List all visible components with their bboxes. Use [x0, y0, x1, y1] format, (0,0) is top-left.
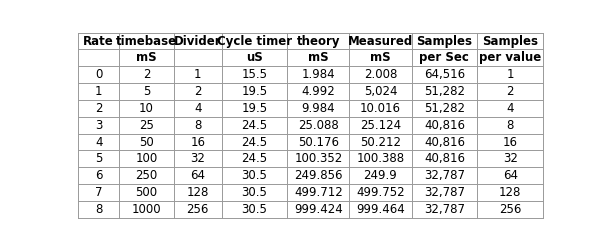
Text: 32,787: 32,787	[424, 203, 465, 216]
Text: 100.388: 100.388	[356, 153, 405, 165]
Text: uS: uS	[246, 51, 263, 64]
Text: 256: 256	[187, 203, 209, 216]
Text: 999.424: 999.424	[294, 203, 343, 216]
Text: 16: 16	[502, 136, 518, 149]
Text: 249.856: 249.856	[294, 169, 342, 182]
Text: 999.464: 999.464	[356, 203, 405, 216]
Text: per value: per value	[479, 51, 541, 64]
Text: 3: 3	[95, 119, 102, 132]
Text: 50.212: 50.212	[360, 136, 401, 149]
Text: 2: 2	[507, 85, 514, 98]
Text: 51,282: 51,282	[424, 102, 465, 115]
Text: theory: theory	[296, 34, 340, 48]
Text: 2: 2	[95, 102, 102, 115]
Text: 40,816: 40,816	[424, 153, 465, 165]
Text: 64: 64	[502, 169, 518, 182]
Text: 0: 0	[95, 68, 102, 81]
Text: 30.5: 30.5	[241, 186, 267, 199]
Text: 40,816: 40,816	[424, 119, 465, 132]
Text: 50: 50	[139, 136, 154, 149]
Text: 64,516: 64,516	[424, 68, 465, 81]
Text: 10: 10	[139, 102, 154, 115]
Text: 1000: 1000	[132, 203, 161, 216]
Text: 64: 64	[190, 169, 205, 182]
Text: 1: 1	[95, 85, 102, 98]
Text: 25.088: 25.088	[298, 119, 339, 132]
Text: 5,024: 5,024	[364, 85, 397, 98]
Text: 250: 250	[136, 169, 158, 182]
Text: Samples: Samples	[416, 34, 473, 48]
Text: 24.5: 24.5	[241, 153, 267, 165]
Text: 128: 128	[187, 186, 209, 199]
Text: 256: 256	[499, 203, 521, 216]
Text: Cycle timer: Cycle timer	[217, 34, 292, 48]
Text: 4: 4	[95, 136, 102, 149]
Text: 2.008: 2.008	[364, 68, 397, 81]
Text: 5: 5	[95, 153, 102, 165]
Text: 500: 500	[136, 186, 158, 199]
Text: 8: 8	[194, 119, 201, 132]
Text: 30.5: 30.5	[241, 169, 267, 182]
Text: timebase: timebase	[116, 34, 177, 48]
Text: Rate: Rate	[83, 34, 114, 48]
Text: 2: 2	[143, 68, 150, 81]
Text: 249.9: 249.9	[364, 169, 398, 182]
Text: 32,787: 32,787	[424, 186, 465, 199]
Text: 51,282: 51,282	[424, 85, 465, 98]
Text: 9.984: 9.984	[302, 102, 335, 115]
Text: Samples: Samples	[482, 34, 538, 48]
Text: 25: 25	[139, 119, 154, 132]
Text: mS: mS	[136, 51, 157, 64]
Text: 16: 16	[190, 136, 205, 149]
Text: 7: 7	[95, 186, 102, 199]
Text: 2: 2	[194, 85, 202, 98]
Text: 19.5: 19.5	[241, 85, 267, 98]
Text: 499.752: 499.752	[356, 186, 405, 199]
Text: 15.5: 15.5	[241, 68, 267, 81]
Text: 100.352: 100.352	[295, 153, 342, 165]
Text: 24.5: 24.5	[241, 136, 267, 149]
Text: 25.124: 25.124	[360, 119, 401, 132]
Text: 6: 6	[95, 169, 102, 182]
Text: 19.5: 19.5	[241, 102, 267, 115]
Text: Measured: Measured	[348, 34, 413, 48]
Text: 40,816: 40,816	[424, 136, 465, 149]
Text: 50.176: 50.176	[298, 136, 339, 149]
Text: 10.016: 10.016	[360, 102, 401, 115]
Text: 32: 32	[503, 153, 518, 165]
Text: Divider: Divider	[174, 34, 222, 48]
Text: 4: 4	[507, 102, 514, 115]
Text: 32: 32	[190, 153, 205, 165]
Text: 1.984: 1.984	[302, 68, 335, 81]
Text: mS: mS	[370, 51, 391, 64]
Text: mS: mS	[308, 51, 328, 64]
Text: 1: 1	[194, 68, 202, 81]
Text: 100: 100	[136, 153, 158, 165]
Text: 32,787: 32,787	[424, 169, 465, 182]
Text: 4.992: 4.992	[301, 85, 335, 98]
Text: 4: 4	[194, 102, 202, 115]
Text: 8: 8	[95, 203, 102, 216]
Text: 30.5: 30.5	[241, 203, 267, 216]
Text: 128: 128	[499, 186, 521, 199]
Text: 8: 8	[507, 119, 514, 132]
Text: 499.712: 499.712	[294, 186, 343, 199]
Text: 5: 5	[143, 85, 150, 98]
Text: 24.5: 24.5	[241, 119, 267, 132]
Text: 1: 1	[507, 68, 514, 81]
Text: per Sec: per Sec	[419, 51, 469, 64]
